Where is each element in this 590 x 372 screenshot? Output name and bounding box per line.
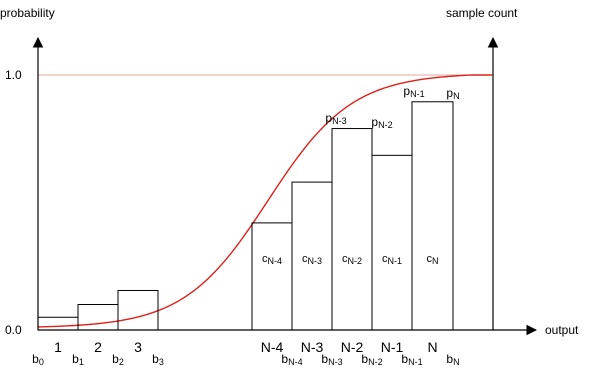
boundary-label: b1: [72, 352, 84, 367]
bin-bar: [331, 128, 373, 331]
bin-bar: [77, 304, 119, 331]
prob-label: pN-1: [403, 84, 424, 99]
count-label: cN-1: [382, 253, 402, 266]
prob-label: pN-2: [371, 115, 392, 130]
right-axis-label: sample count: [446, 6, 518, 20]
histogram-bins: [37, 101, 454, 331]
count-label: cN: [427, 253, 439, 266]
bin-bar: [251, 222, 293, 331]
boundary-label: b3: [152, 352, 164, 367]
bin-label: 2: [94, 339, 102, 355]
bin-label: 3: [134, 339, 142, 355]
boundary-label: bN-3: [321, 352, 342, 367]
prob-label: pN: [446, 86, 459, 101]
cdf-curve: [37, 74, 492, 328]
bin-bar: [411, 101, 454, 331]
bin-label: 1: [54, 339, 62, 355]
boundary-label: bN-4: [281, 352, 302, 367]
count-label: cN-4: [262, 253, 282, 266]
bin-label: N-1: [381, 339, 404, 355]
diagram-labels: 1 2 3 N-4 cN-4 N-3 cN-3 N-2 cN-2 N-1 cN-1 NcN b0 b1 b2…: [32, 84, 459, 367]
boundary-label: b0: [32, 352, 44, 367]
left-axis-label: probability: [0, 6, 55, 20]
count-label: cN-3: [302, 253, 322, 266]
bin-bar: [37, 316, 79, 331]
prob-label: pN-3: [325, 111, 346, 126]
bin-label: N-3: [301, 339, 324, 355]
bin-bar: [117, 289, 159, 331]
count-label: cN-2: [342, 253, 362, 266]
boundary-label: bN-1: [401, 352, 422, 367]
bin-label: N-4: [261, 339, 284, 355]
bin-label: N-2: [341, 339, 364, 355]
bin-label: N: [427, 339, 437, 355]
bin-bar: [371, 154, 413, 331]
x-axis-label: output: [545, 323, 579, 337]
boundary-label: b2: [112, 352, 124, 367]
boundary-label: bN-2: [361, 352, 382, 367]
tick-one: 1.0: [5, 68, 22, 82]
tick-zero: 0.0: [5, 323, 22, 337]
boundary-label: bN: [446, 352, 459, 367]
